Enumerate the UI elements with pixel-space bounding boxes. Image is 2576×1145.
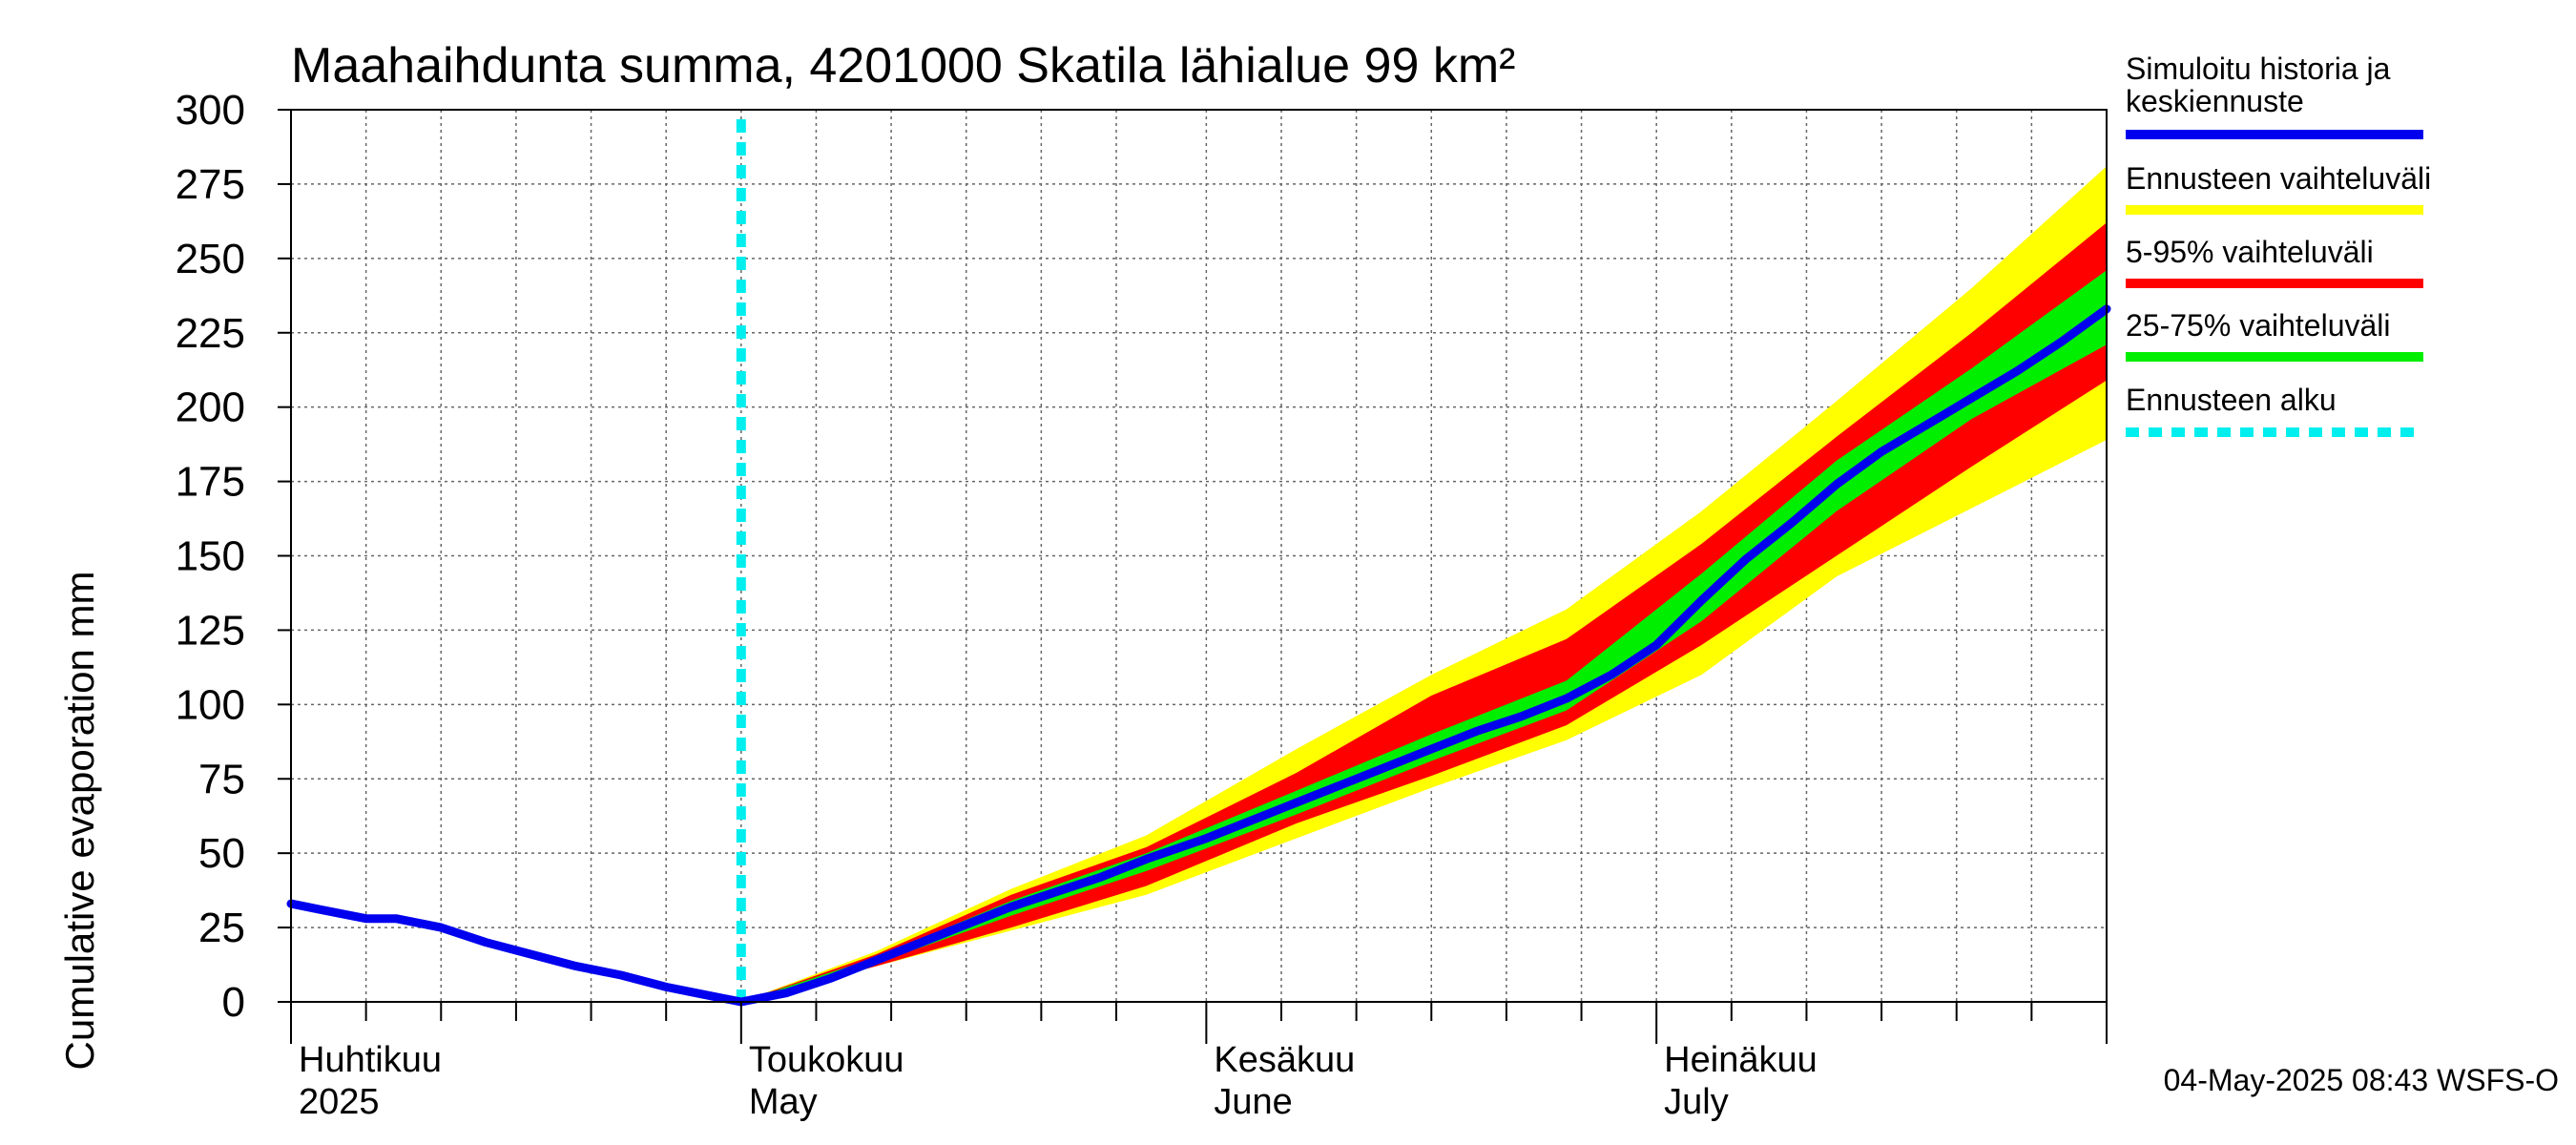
series-lines <box>286 119 2111 1007</box>
y-tick-label: 250 <box>176 236 245 282</box>
band-5-95-vaihteluv-li <box>740 222 2107 1002</box>
timestamp-footer: 04-May-2025 08:43 WSFS-O <box>2164 1063 2559 1097</box>
legend-label: Simuloitu historia ja <box>2126 52 2391 86</box>
y-tick-label: 275 <box>176 161 245 208</box>
y-tick-label: 175 <box>176 459 245 506</box>
legend-label: 5-95% vaihteluväli <box>2126 235 2374 269</box>
y-tick-label: 150 <box>176 533 245 580</box>
y-tick-label: 0 <box>222 979 245 1026</box>
y-tick-label: 100 <box>176 681 245 728</box>
x-month-sublabel: 2025 <box>299 1082 380 1122</box>
mean-forecast-line <box>286 304 2111 1007</box>
forecast-bands <box>740 166 2107 1002</box>
y-tick-label: 125 <box>176 607 245 654</box>
y-tick-label: 200 <box>176 385 245 431</box>
legend-label: 25-75% vaihteluväli <box>2126 308 2391 343</box>
x-month-label: Huhtikuu <box>299 1040 442 1080</box>
y-tick-label: 225 <box>176 310 245 357</box>
x-month-label: Toukokuu <box>749 1040 904 1080</box>
chart-title: Maahaihdunta summa, 4201000 Skatila lähi… <box>291 38 1515 94</box>
y-tick-label: 75 <box>198 756 245 802</box>
x-month-sublabel: July <box>1664 1082 1729 1122</box>
x-month-label: Kesäkuu <box>1214 1040 1355 1080</box>
x-month-sublabel: May <box>749 1082 818 1122</box>
y-axis-label: Cumulative evaporation mm <box>57 572 102 1071</box>
legend-label: Ennusteen alku <box>2126 383 2337 417</box>
y-tick-label: 300 <box>176 87 245 134</box>
x-month-label: Heinäkuu <box>1664 1040 1818 1080</box>
y-tick-label: 25 <box>198 905 245 951</box>
y-tick-label: 50 <box>198 830 245 877</box>
y-axis: 0 25 50 75 100 125 150 175 200 225 250 275 300 <box>176 87 291 1026</box>
legend-label: keskiennuste <box>2126 84 2304 118</box>
band-ennusteen-vaihteluv-li <box>740 166 2107 1002</box>
legend-label: Ennusteen vaihteluväli <box>2126 161 2431 196</box>
grid <box>291 110 2107 1002</box>
x-month-sublabel: June <box>1214 1082 1292 1122</box>
